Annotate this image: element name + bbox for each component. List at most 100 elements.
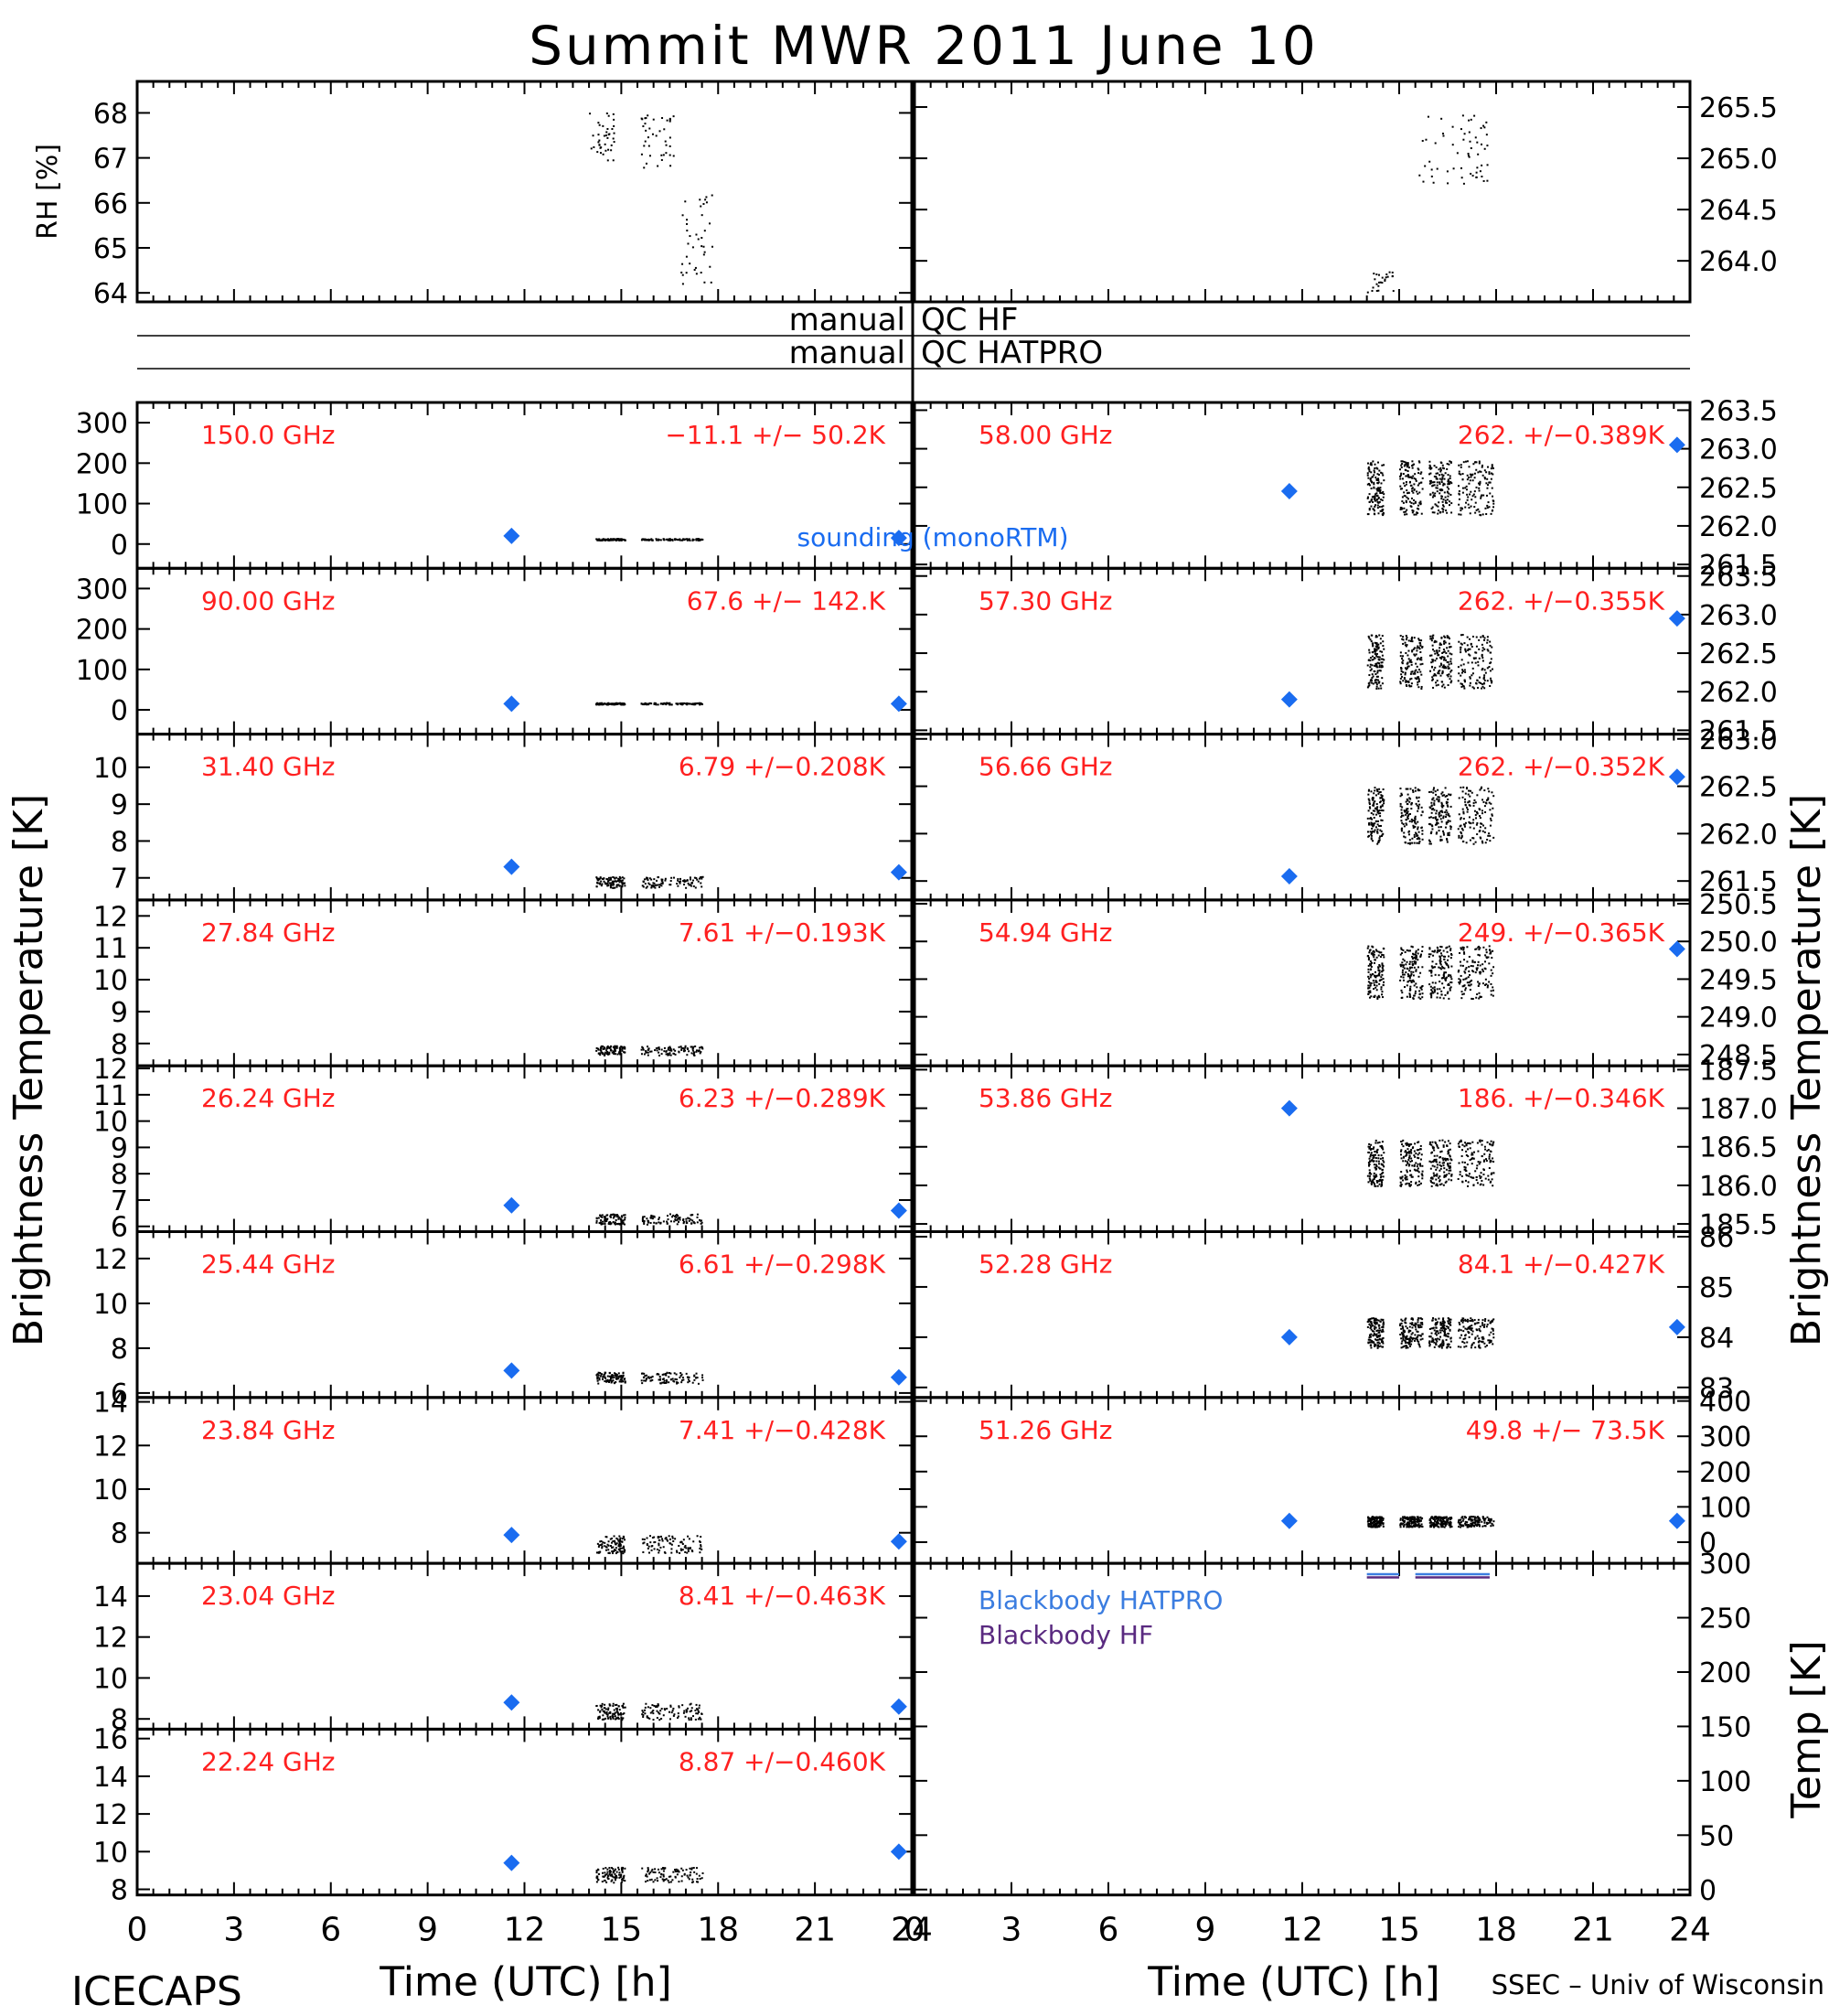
- obs-point: [613, 1718, 615, 1720]
- obs-point: [1438, 468, 1439, 470]
- obs-point: [690, 1871, 691, 1873]
- obs-point: [1447, 674, 1449, 676]
- obs-point: [1491, 658, 1492, 659]
- temp-point: [1484, 148, 1486, 150]
- obs-point: [1401, 466, 1403, 468]
- obs-point: [613, 703, 615, 705]
- obs-point: [642, 1716, 644, 1718]
- obs-point: [619, 876, 621, 878]
- obs-point: [1481, 466, 1483, 468]
- obs-point: [686, 1552, 688, 1554]
- obs-point: [641, 1379, 643, 1381]
- obs-point: [656, 538, 658, 540]
- obs-point: [1381, 677, 1383, 679]
- obs-point: [1405, 672, 1407, 674]
- obs-point: [1419, 648, 1421, 649]
- obs-point: [677, 1223, 679, 1225]
- obs-point: [1379, 670, 1381, 671]
- obs-point: [695, 1712, 697, 1714]
- obs-point: [1422, 477, 1424, 479]
- obs-point: [1374, 477, 1376, 478]
- obs-point: [1369, 666, 1371, 668]
- obs-point: [1469, 796, 1471, 798]
- obs-point: [698, 1383, 700, 1385]
- obs-point: [1460, 647, 1461, 649]
- rh-point: [704, 252, 706, 253]
- obs-point: [604, 1223, 606, 1225]
- obs-point: [1375, 794, 1377, 796]
- obs-point: [1484, 680, 1486, 681]
- obs-point: [1421, 663, 1423, 665]
- obs-point: [609, 1552, 611, 1554]
- obs-point: [1376, 789, 1378, 791]
- obs-point: [1377, 479, 1379, 481]
- obs-point: [1421, 647, 1423, 649]
- obs-point: [1458, 835, 1460, 837]
- obs-point: [1374, 464, 1376, 466]
- obs-point: [619, 1550, 621, 1552]
- obs-point: [622, 880, 624, 882]
- obs-point: [1450, 653, 1452, 655]
- obs-point: [1439, 481, 1440, 483]
- y-tick-label: 264.5: [1699, 195, 1778, 227]
- channel-statistic: 8.87 +/−0.460K: [679, 1746, 886, 1776]
- obs-point: [605, 1536, 607, 1538]
- obs-point: [1406, 489, 1407, 491]
- obs-point: [614, 1382, 615, 1384]
- obs-point: [1445, 497, 1447, 499]
- obs-point: [1440, 462, 1442, 464]
- obs-point: [1417, 686, 1419, 688]
- obs-point: [1433, 789, 1435, 791]
- obs-point: [1406, 685, 1407, 687]
- obs-point: [1460, 466, 1462, 468]
- obs-point: [1469, 466, 1471, 467]
- y-tick-label: 9: [111, 789, 128, 821]
- obs-point: [1437, 488, 1439, 489]
- obs-point: [641, 1382, 643, 1384]
- obs-point: [668, 1880, 669, 1882]
- obs-point: [1377, 507, 1379, 509]
- obs-point: [1373, 474, 1374, 476]
- obs-point: [677, 1873, 679, 1875]
- rh-point: [669, 165, 671, 166]
- obs-point: [1368, 467, 1370, 469]
- obs-point: [598, 1873, 600, 1875]
- obs-point: [654, 1879, 656, 1881]
- channel-statistic: 7.41 +/−0.428K: [679, 1415, 886, 1445]
- obs-point: [1403, 482, 1405, 484]
- obs-point: [1380, 472, 1382, 474]
- obs-point: [1492, 669, 1493, 670]
- obs-point: [1414, 473, 1416, 475]
- obs-point: [1460, 634, 1462, 636]
- obs-point: [1489, 641, 1491, 643]
- obs-point: [621, 885, 623, 887]
- obs-point: [1464, 681, 1466, 682]
- temp-point: [1462, 139, 1464, 141]
- y-tick-label: 10: [93, 1837, 128, 1869]
- obs-point: [1449, 500, 1450, 502]
- obs-point: [622, 1048, 624, 1050]
- obs-point: [1429, 466, 1431, 467]
- obs-point: [682, 1870, 684, 1871]
- obs-point: [1367, 818, 1369, 820]
- obs-point: [1408, 665, 1410, 667]
- obs-point: [1415, 816, 1417, 818]
- obs-point: [1445, 509, 1447, 511]
- obs-point: [1418, 797, 1420, 799]
- obs-point: [1414, 672, 1416, 674]
- obs-point: [1462, 492, 1464, 494]
- y-tick-label: 200: [76, 615, 128, 647]
- obs-point: [1405, 462, 1407, 464]
- obs-point: [605, 878, 607, 880]
- obs-point: [1367, 463, 1369, 465]
- obs-point: [680, 1375, 682, 1377]
- obs-point: [1368, 470, 1370, 472]
- obs-point: [1481, 810, 1483, 811]
- rh-point: [656, 134, 658, 136]
- rh-point: [687, 242, 689, 244]
- obs-point: [664, 1380, 666, 1382]
- obs-point: [614, 1216, 615, 1217]
- obs-point: [1441, 474, 1443, 476]
- obs-point: [660, 1873, 662, 1875]
- obs-point: [1467, 478, 1469, 480]
